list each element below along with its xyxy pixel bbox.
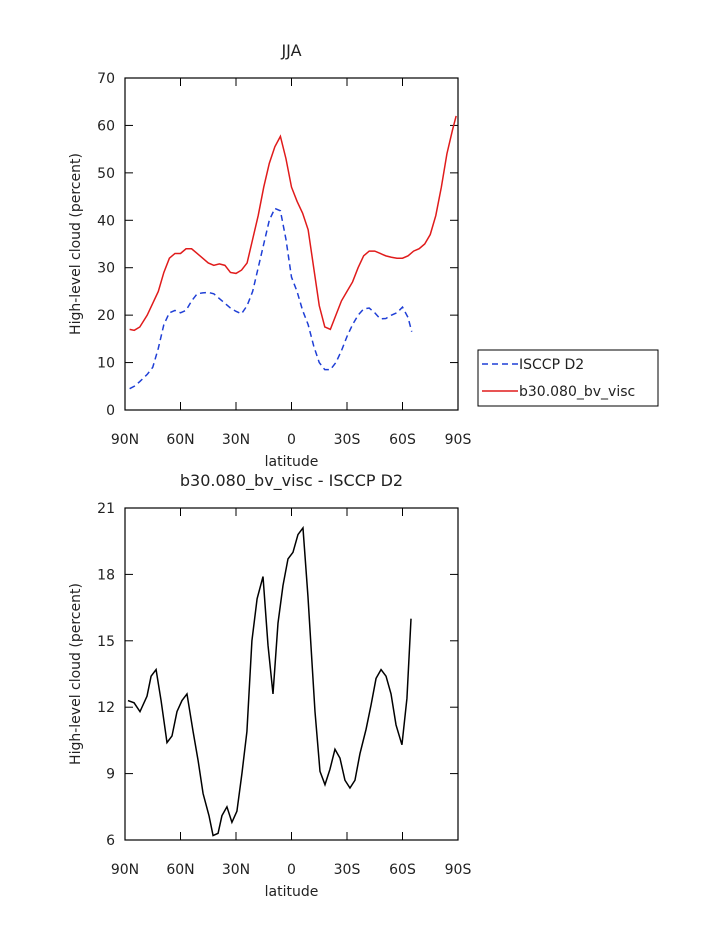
y-tick-label: 21 [97,501,115,517]
x-tick-label: 0 [287,432,296,448]
x-tick-label: 30N [222,862,250,878]
series-line [127,525,412,837]
chart-title: JJA [280,41,301,60]
x-axis-label: latitude [265,454,319,470]
x-tick-label: 60S [389,432,416,448]
y-tick-label: 10 [97,356,115,372]
y-tick-label: 0 [106,403,115,419]
series-line [129,115,457,332]
y-tick-label: 30 [97,261,115,277]
y-tick-label: 6 [106,833,115,849]
y-tick-label: 12 [97,700,115,716]
x-tick-label: 60S [389,862,416,878]
x-tick-label: 30S [334,432,361,448]
series-line [129,207,413,390]
x-tick-label: 0 [287,862,296,878]
y-tick-label: 20 [97,308,115,324]
y-tick-label: 18 [97,567,115,583]
x-tick-label: 90N [111,432,139,448]
y-tick-label: 40 [97,213,115,229]
x-tick-label: 90S [445,862,472,878]
x-tick-label: 60N [166,862,194,878]
x-axis-label: latitude [265,884,319,900]
legend-label: b30.080_bv_visc [519,384,635,400]
plot-frame [124,77,459,411]
y-tick-label: 50 [97,166,115,182]
x-tick-label: 90N [111,862,139,878]
x-tick-label: 30S [334,862,361,878]
chart-title: b30.080_bv_visc - ISCCP D2 [180,471,403,491]
legend-label: ISCCP D2 [519,357,584,373]
y-tick-label: 9 [106,767,115,783]
y-tick-label: 60 [97,118,115,134]
y-axis-label: High-level cloud (percent) [68,153,84,335]
y-axis-label: High-level cloud (percent) [68,583,84,765]
legend-box [477,349,659,407]
y-tick-label: 15 [97,634,115,650]
y-tick-label: 70 [97,71,115,87]
x-tick-label: 30N [222,432,250,448]
x-tick-label: 90S [445,432,472,448]
x-tick-label: 60N [166,432,194,448]
